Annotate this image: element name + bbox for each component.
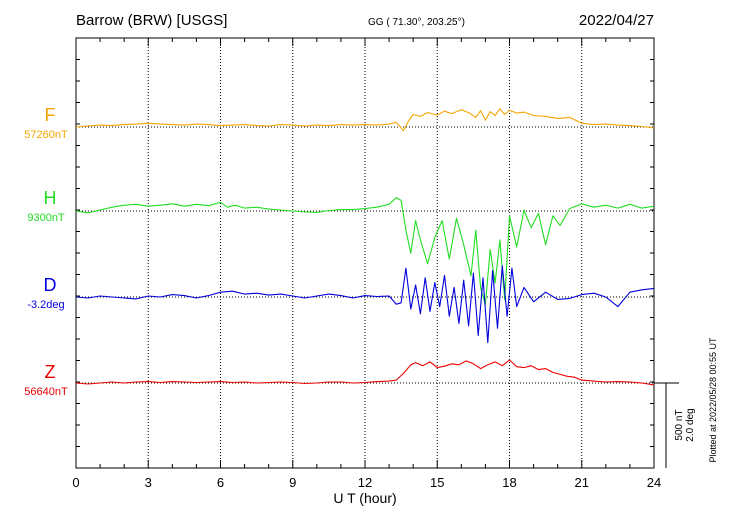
x-tick-label-12: 12 <box>358 475 372 490</box>
x-tick-label-21: 21 <box>575 475 589 490</box>
series-line-f <box>75 108 655 132</box>
station-coordinates: GG ( 71.30°, 203.25°) <box>368 17 465 28</box>
series-line-h <box>75 197 655 306</box>
x-tick-label-0: 0 <box>72 475 79 490</box>
series-name-z: Z <box>45 362 56 382</box>
plotted-timestamp: Plotted at 2022/05/28 00:55 UT <box>708 337 718 463</box>
grid <box>147 38 583 468</box>
series-baseline-z: 56640nT <box>24 386 68 398</box>
x-tick-label-15: 15 <box>430 475 444 490</box>
series-baseline-h: 9300nT <box>27 212 65 224</box>
x-tick-label-18: 18 <box>502 475 516 490</box>
series-line-d <box>75 265 655 344</box>
scale-bar-nt-label: 500 nT <box>674 409 685 440</box>
x-axis-ticks: 0 3 6 9 12 15 18 21 24 <box>72 37 661 490</box>
series-name-d: D <box>44 275 57 295</box>
series-labels: F 57260nT H 9300nT D -3.2deg Z 56640nT <box>24 105 68 398</box>
x-tick-label-6: 6 <box>217 475 224 490</box>
series-lines <box>75 108 655 386</box>
series-name-f: F <box>45 105 56 125</box>
scale-bar-deg-label: 2.0 deg <box>685 408 696 441</box>
x-tick-label-24: 24 <box>647 475 661 490</box>
series-baseline-f: 57260nT <box>24 129 68 141</box>
series-line-z <box>75 359 655 386</box>
x-axis-label: U T (hour) <box>333 490 396 506</box>
plot-frame <box>75 37 655 469</box>
x-tick-label-9: 9 <box>289 475 296 490</box>
series-baseline-d: -3.2deg <box>27 299 64 311</box>
chart-date: 2022/04/27 <box>579 12 654 29</box>
x-tick-label-3: 3 <box>145 475 152 490</box>
series-name-h: H <box>44 188 57 208</box>
station-title: Barrow (BRW) [USGS] <box>76 12 227 29</box>
